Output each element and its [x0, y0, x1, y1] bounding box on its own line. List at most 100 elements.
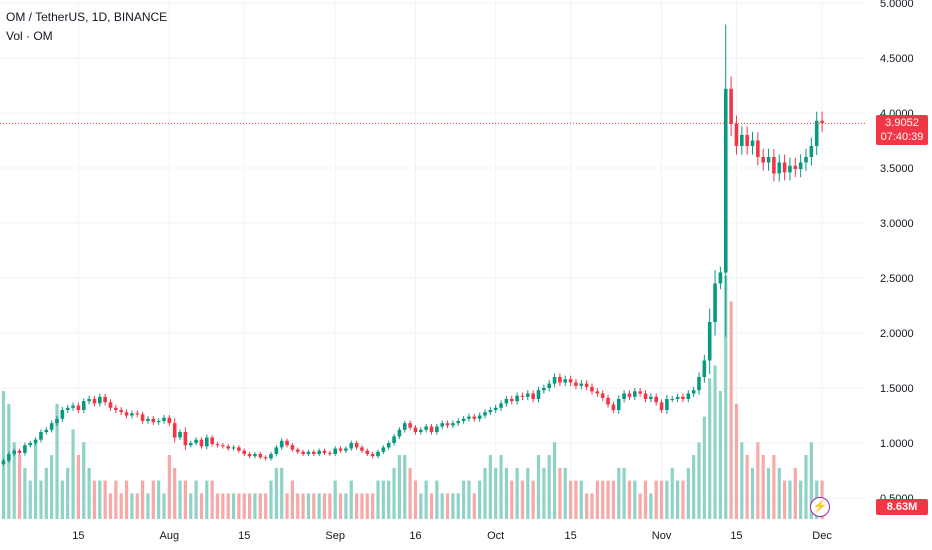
volume-bar	[296, 493, 300, 519]
volume-bar	[231, 493, 236, 519]
candle-body	[745, 135, 749, 146]
candle-body	[397, 429, 402, 437]
volume-bar	[697, 442, 701, 519]
price-tick-label: 1.5000	[880, 383, 914, 395]
volume-bar	[692, 455, 696, 519]
volume-bar	[574, 480, 578, 519]
candle-body	[231, 447, 236, 449]
candle-body	[654, 396, 658, 403]
volume-bar	[146, 493, 150, 519]
candle-body	[788, 165, 792, 173]
candle-body	[12, 450, 16, 454]
volume-bar	[344, 493, 348, 519]
volume-bar	[1, 391, 6, 519]
candle-body	[172, 423, 177, 438]
candle-body	[408, 423, 412, 428]
volume-bar	[483, 467, 487, 519]
volume-bar	[536, 455, 541, 519]
volume-bar	[23, 467, 27, 519]
volume-indicator-label[interactable]: Vol · OM	[6, 29, 53, 43]
candle-body	[600, 393, 605, 398]
price-tick-label: 3.0000	[880, 218, 914, 230]
candle-body	[247, 454, 252, 457]
volume-bar	[456, 493, 460, 519]
candle-body	[360, 447, 364, 451]
volume-bar	[44, 467, 48, 519]
candle-body	[622, 393, 626, 399]
candle-body	[456, 421, 461, 424]
candle-body	[616, 399, 621, 410]
candle-body	[65, 407, 70, 410]
candle-body	[381, 447, 386, 452]
volume-bar	[349, 480, 353, 519]
volume-bar	[761, 455, 765, 519]
volume-bar	[617, 467, 621, 519]
candle-body	[140, 414, 145, 421]
symbol-title[interactable]: OM / TetherUS, 1D, BINANCE	[6, 10, 168, 24]
lightning-icon[interactable]: ⚡	[810, 497, 830, 517]
candle-body	[23, 445, 27, 453]
candle-body	[435, 426, 439, 432]
volume-bar	[322, 493, 327, 519]
volume-bar	[258, 493, 262, 519]
volume-bar	[499, 455, 503, 519]
candle-body	[472, 416, 477, 419]
candles	[1, 24, 824, 466]
volume-bar	[445, 493, 450, 519]
candle-body	[820, 120, 824, 123]
volume-bar	[413, 480, 418, 519]
volume-bar	[488, 455, 492, 519]
volume-bar	[467, 480, 471, 519]
volume-bar	[606, 480, 610, 519]
candle-body	[568, 379, 573, 383]
candle-body	[611, 404, 616, 410]
volume-bar	[504, 467, 508, 519]
candle-body	[71, 405, 75, 408]
time-axis[interactable]: 15 Aug 15 Sep 16 Oct 15 Nov 15 Dec	[72, 530, 832, 542]
volume-bar	[670, 467, 674, 519]
volume-bar	[108, 493, 113, 519]
candle-body	[782, 162, 787, 173]
candle-body	[809, 146, 814, 157]
volume-bar	[665, 480, 669, 519]
candle-body	[729, 88, 733, 124]
volume-bar	[595, 480, 599, 519]
volume-bar	[17, 455, 22, 519]
volume-bar	[478, 480, 482, 519]
candle-body	[509, 399, 514, 402]
volume-bar	[590, 493, 594, 519]
candle-body	[504, 399, 509, 404]
candle-body	[274, 447, 279, 454]
candle-body	[750, 140, 755, 146]
candle-body	[483, 412, 487, 416]
candle-body	[766, 157, 771, 163]
time-tick-label: Nov	[652, 530, 672, 542]
volume-bar	[638, 493, 642, 519]
candle-body	[55, 418, 59, 424]
volume-bar	[103, 480, 107, 519]
volume-bar	[66, 467, 70, 519]
candle-body	[793, 165, 798, 170]
time-tick-label: Dec	[812, 530, 832, 542]
volume-bar	[338, 493, 343, 519]
volume-bar	[756, 442, 760, 519]
candle-body	[301, 451, 305, 454]
candle-body	[772, 157, 776, 174]
candle-body	[151, 418, 156, 423]
candle-body	[488, 410, 493, 413]
volume-bar	[387, 480, 391, 519]
candle-body	[649, 396, 653, 399]
volume-bar	[173, 467, 177, 519]
volume-bar	[226, 493, 230, 519]
candle-body	[269, 454, 273, 459]
candle-body	[365, 450, 370, 454]
volume-bar	[408, 467, 412, 519]
volume-bar	[285, 493, 289, 519]
volume-bar	[60, 480, 64, 519]
volume-bar	[563, 467, 567, 519]
price-axis[interactable]: 0.50001.00001.50002.00002.50003.00003.50…	[880, 0, 914, 505]
candle-body	[221, 445, 225, 447]
volume-bar	[558, 467, 562, 519]
volume-bar	[189, 493, 193, 519]
